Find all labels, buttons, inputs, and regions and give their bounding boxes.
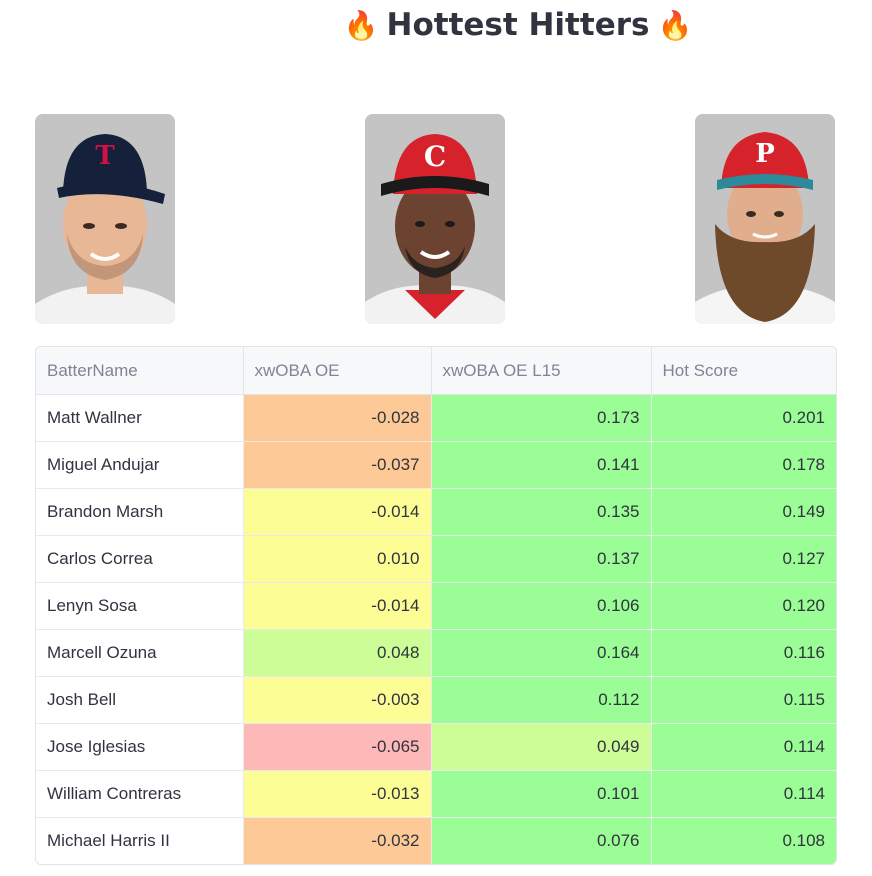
column-header-hot-score[interactable]: Hot Score — [651, 347, 836, 395]
cell-xwoba-oe[interactable]: 0.010 — [243, 535, 432, 583]
cell-batter-name[interactable]: Josh Bell — [36, 676, 244, 724]
cell-hot-score[interactable]: 0.120 — [651, 582, 836, 630]
cell-xwoba-oe-l15[interactable]: 0.137 — [431, 535, 652, 583]
cell-batter-name[interactable]: Michael Harris II — [36, 817, 244, 864]
cell-hot-score[interactable]: 0.116 — [651, 629, 836, 677]
player-headshot-image: C — [365, 114, 505, 324]
svg-text:P: P — [755, 139, 775, 169]
cell-batter-name[interactable]: Matt Wallner — [36, 394, 244, 442]
svg-text:C: C — [424, 140, 446, 173]
hitters-table: BatterName xwOBA OE xwOBA OE L15 Hot Sco… — [35, 346, 837, 865]
cell-xwoba-oe[interactable]: 0.048 — [243, 629, 432, 677]
cell-xwoba-oe[interactable]: -0.014 — [243, 582, 432, 630]
cell-batter-name[interactable]: Jose Iglesias — [36, 723, 244, 771]
table-row: Miguel Andujar -0.037 0.141 0.178 — [36, 441, 836, 489]
page-title-text: Hottest Hitters — [386, 7, 650, 43]
svg-text:T: T — [95, 141, 115, 171]
cell-hot-score[interactable]: 0.127 — [651, 535, 836, 583]
cell-xwoba-oe-l15[interactable]: 0.173 — [431, 394, 652, 442]
table-header-row: BatterName xwOBA OE xwOBA OE L15 Hot Sco… — [36, 347, 836, 395]
cell-hot-score[interactable]: 0.149 — [651, 488, 836, 536]
column-header-xwoba-oe[interactable]: xwOBA OE — [243, 347, 432, 395]
cell-xwoba-oe[interactable]: -0.037 — [243, 441, 432, 489]
cell-xwoba-oe-l15[interactable]: 0.112 — [431, 676, 652, 724]
fire-icon: 🔥 — [657, 8, 693, 42]
cell-hot-score[interactable]: 0.201 — [651, 394, 836, 442]
cell-xwoba-oe-l15[interactable]: 0.101 — [431, 770, 652, 818]
table-row: Matt Wallner -0.028 0.173 0.201 — [36, 394, 836, 442]
cell-xwoba-oe[interactable]: -0.032 — [243, 817, 432, 864]
cell-hot-score[interactable]: 0.178 — [651, 441, 836, 489]
cell-batter-name[interactable]: Marcell Ozuna — [36, 629, 244, 677]
cell-xwoba-oe[interactable]: -0.065 — [243, 723, 432, 771]
cell-batter-name[interactable]: Brandon Marsh — [36, 488, 244, 536]
table-row: Brandon Marsh -0.014 0.135 0.149 — [36, 488, 836, 536]
column-header-battername[interactable]: BatterName — [36, 347, 244, 395]
table-row: Marcell Ozuna 0.048 0.164 0.116 — [36, 629, 836, 677]
cell-xwoba-oe-l15[interactable]: 0.049 — [431, 723, 652, 771]
cell-xwoba-oe[interactable]: -0.014 — [243, 488, 432, 536]
table-row: Jose Iglesias -0.065 0.049 0.114 — [36, 723, 836, 771]
table-row: Josh Bell -0.003 0.112 0.115 — [36, 676, 836, 724]
player-headshot-image: P — [695, 114, 835, 324]
column-header-xwoba-oe-l15[interactable]: xwOBA OE L15 — [431, 347, 652, 395]
cell-xwoba-oe[interactable]: -0.013 — [243, 770, 432, 818]
cell-hot-score[interactable]: 0.114 — [651, 770, 836, 818]
cell-xwoba-oe[interactable]: -0.003 — [243, 676, 432, 724]
table-row: William Contreras -0.013 0.101 0.114 — [36, 770, 836, 818]
cell-hot-score[interactable]: 0.108 — [651, 817, 836, 864]
cell-batter-name[interactable]: Lenyn Sosa — [36, 582, 244, 630]
cell-xwoba-oe-l15[interactable]: 0.076 — [431, 817, 652, 864]
cell-batter-name[interactable]: Carlos Correa — [36, 535, 244, 583]
cell-hot-score[interactable]: 0.114 — [651, 723, 836, 771]
cell-xwoba-oe-l15[interactable]: 0.135 — [431, 488, 652, 536]
cell-hot-score[interactable]: 0.115 — [651, 676, 836, 724]
player-headshot-1: T — [35, 114, 175, 324]
table-row: Carlos Correa 0.010 0.137 0.127 — [36, 535, 836, 583]
page-title: 🔥 Hottest Hitters 🔥 — [0, 0, 872, 50]
player-headshot-2: C — [365, 114, 505, 324]
cell-xwoba-oe[interactable]: -0.028 — [243, 394, 432, 442]
cell-xwoba-oe-l15[interactable]: 0.106 — [431, 582, 652, 630]
cell-xwoba-oe-l15[interactable]: 0.141 — [431, 441, 652, 489]
data-table: BatterName xwOBA OE xwOBA OE L15 Hot Sco… — [36, 347, 836, 864]
fire-icon: 🔥 — [343, 8, 379, 42]
table-row: Michael Harris II -0.032 0.076 0.108 — [36, 817, 836, 864]
player-headshot-3: P — [695, 114, 835, 324]
cell-xwoba-oe-l15[interactable]: 0.164 — [431, 629, 652, 677]
cell-batter-name[interactable]: Miguel Andujar — [36, 441, 244, 489]
cell-batter-name[interactable]: William Contreras — [36, 770, 244, 818]
player-headshot-image: T — [35, 114, 175, 324]
table-row: Lenyn Sosa -0.014 0.106 0.120 — [36, 582, 836, 630]
